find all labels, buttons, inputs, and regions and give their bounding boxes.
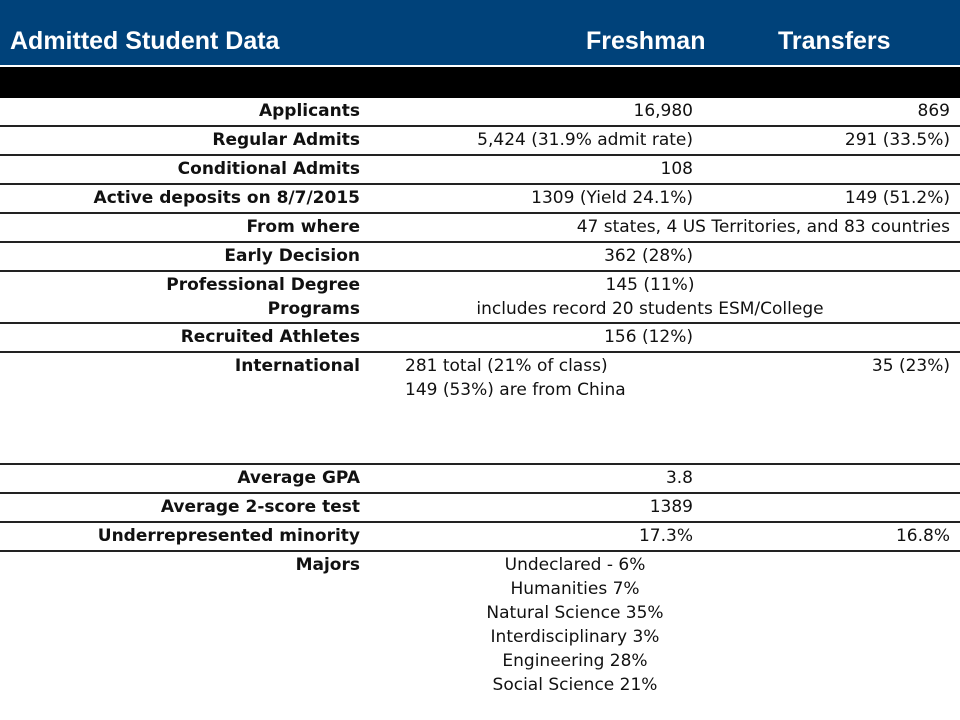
list-item: Interdisciplinary 3% [490,627,660,647]
table-row-from-where: From where 47 states, 4 US Territories, … [0,214,960,243]
list-item: Humanities 7% [510,579,640,599]
transfers-value: 16.8% [895,526,950,546]
list-item: Social Science 21% [492,675,658,695]
table-row-regular-admits: Regular Admits 5,424 (31.9% admit rate) … [0,127,960,156]
value-line-1: 281 total (21% of class) [405,356,608,376]
combined-value: 47 states, 4 US Territories, and 83 coun… [576,217,950,237]
freshman-value: 16,980 [633,101,693,121]
table-row-recruited-athletes: Recruited Athletes 156 (12%) [0,324,960,353]
row-label-line-1: Professional Degree [166,275,360,295]
table-row-active-deposits: Active deposits on 8/7/2015 1309 (Yield … [0,185,960,214]
row-label: Professional Degree Programs [166,273,360,321]
table-row-professional-degree: Professional Degree Programs 145 (11%) i… [0,272,960,324]
row-label-line-2: Programs [267,299,360,319]
transfers-value: 869 [917,101,950,121]
table-row-majors: Majors Undeclared - 6% Humanities 7% Nat… [0,552,960,712]
transfers-value: 291 (33.5%) [844,130,950,150]
transfers-value: 35 (23%) [871,356,950,376]
list-item: Natural Science 35% [486,603,664,623]
list-item: Undeclared - 6% [504,555,646,575]
table-row-average-gpa: Average GPA 3.8 [0,465,960,494]
header-divider-bar [0,67,960,98]
table-row-international: International 281 total (21% of class) 1… [0,353,960,465]
slide-header: Admitted Student Data Freshman Transfers [0,0,960,67]
row-label: International [234,356,360,376]
row-label: Applicants [258,101,360,121]
list-item: Engineering 28% [502,651,648,671]
value-line-2: includes record 20 students ESM/College [476,299,824,319]
freshman-value: 1389 [649,497,693,517]
row-label: Active deposits on 8/7/2015 [93,188,360,208]
admitted-data-table: Applicants 16,980 869 Regular Admits 5,4… [0,98,960,712]
slide-title: Admitted Student Data [10,27,280,55]
table-row-conditional-admits: Conditional Admits 108 [0,156,960,185]
table-row-average-test: Average 2-score test 1389 [0,494,960,523]
value-line-1: 145 (11%) [605,275,695,295]
row-label: Majors [295,555,360,575]
column-header-freshman: Freshman [586,27,706,55]
transfers-value: 149 (51.2%) [844,188,950,208]
table-row-underrepresented-minority: Underrepresented minority 17.3% 16.8% [0,523,960,552]
column-header-transfers: Transfers [778,27,891,55]
row-label: Regular Admits [212,130,360,150]
row-label: Underrepresented minority [97,526,360,546]
freshman-value: 362 (28%) [604,246,693,266]
freshman-value: 281 total (21% of class) 149 (53%) are f… [405,354,626,402]
row-label: Average 2-score test [160,497,360,517]
row-label: Average GPA [237,468,360,488]
freshman-value: 156 (12%) [604,327,693,347]
combined-value: 145 (11%) includes record 20 students ES… [370,273,930,321]
row-label: Conditional Admits [177,159,360,179]
freshman-value: 5,424 (31.9% admit rate) [477,130,693,150]
freshman-value: 17.3% [638,526,693,546]
table-row-applicants: Applicants 16,980 869 [0,98,960,127]
row-label: From where [246,217,360,237]
row-label: Recruited Athletes [180,327,360,347]
value-line-2: 149 (53%) are from China [405,380,626,400]
freshman-value: 3.8 [665,468,693,488]
row-label: Early Decision [224,246,360,266]
freshman-value: 1309 (Yield 24.1%) [531,188,693,208]
table-row-early-decision: Early Decision 362 (28%) [0,243,960,272]
freshman-value: 108 [660,159,693,179]
majors-list: Undeclared - 6% Humanities 7% Natural Sc… [420,553,730,697]
